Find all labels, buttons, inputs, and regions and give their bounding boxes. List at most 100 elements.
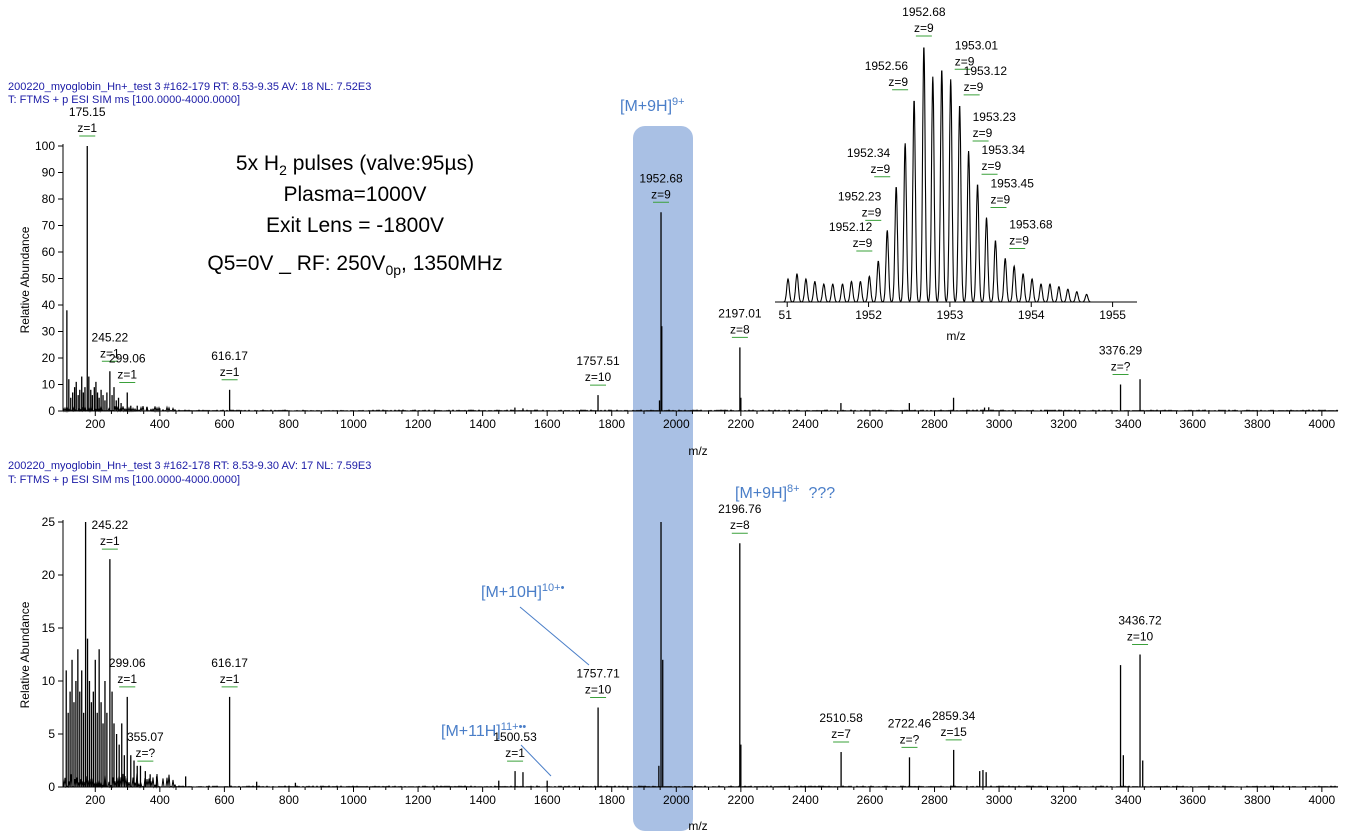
peak-label-z-10: z=10 bbox=[1127, 630, 1154, 644]
conditions-line4: Q5=0V _ RF: 250V0p, 1350MHz bbox=[207, 252, 502, 278]
y-tick-label-2: 20 bbox=[42, 351, 56, 365]
peak-label-mz-2: 355.07 bbox=[127, 730, 164, 744]
peak-label-z-4: z=10 bbox=[585, 370, 612, 384]
annotation-m11h: [M+11H]11+•• bbox=[441, 721, 526, 740]
x-tick-label-3: 800 bbox=[279, 793, 299, 807]
peak-label-z-2: z=1 bbox=[117, 367, 137, 381]
peak-label-mz-6: 1953.34 bbox=[982, 143, 1026, 157]
x-tick-label-18: 3800 bbox=[1244, 793, 1271, 807]
x-tick-label-0: 200 bbox=[85, 417, 105, 431]
peak-label-mz-2: 1953.01 bbox=[955, 38, 999, 52]
peak-label-mz-8: 1953.45 bbox=[991, 177, 1035, 191]
x-tick-label-1: 400 bbox=[150, 417, 170, 431]
y-tick-label-5: 25 bbox=[42, 515, 56, 529]
peak-label-z-4: z=1 bbox=[505, 746, 525, 760]
top-header-line1: 200220_myoglobin_Hn+_test 3 #162-179 RT:… bbox=[8, 81, 371, 93]
y-tick-label-2: 10 bbox=[42, 674, 56, 688]
baseline-noise bbox=[62, 773, 1339, 789]
peak-label-mz-6: 2197.01 bbox=[718, 306, 762, 320]
x-tick-label-12: 2600 bbox=[857, 793, 884, 807]
y-tick-label-4: 20 bbox=[42, 568, 56, 582]
top-xlabel: m/z bbox=[688, 444, 707, 458]
x-tick-label-14: 3000 bbox=[986, 793, 1013, 807]
peak-label-mz-9: 2859.34 bbox=[932, 709, 976, 723]
peak-label-mz-10: 1953.68 bbox=[1009, 217, 1053, 231]
bottom-xlabel: m/z bbox=[688, 819, 707, 833]
x-tick-label-9: 2000 bbox=[663, 793, 690, 807]
peak-label-mz-9: 1952.12 bbox=[829, 220, 873, 234]
annotation-m9h-8plus: [M+9H]8+ ??? bbox=[735, 483, 835, 502]
x-tick-label-16: 3400 bbox=[1115, 793, 1142, 807]
x-tick-label-17: 3600 bbox=[1179, 417, 1206, 431]
conditions-line1: 5x H2 pulses (valve:95µs) bbox=[236, 152, 474, 178]
inset-xlabel: m/z bbox=[946, 329, 965, 343]
peak-label-z-6: z=8 bbox=[730, 322, 750, 336]
bottom-header-line2: T: FTMS + p ESI SIM ms [100.0000-4000.00… bbox=[8, 474, 240, 486]
peak-label-mz-8: 2722.46 bbox=[888, 716, 932, 730]
peak-label-z-5: z=9 bbox=[651, 187, 671, 201]
peak-label-z-6: z=8 bbox=[730, 518, 750, 532]
peak-label-mz-5: 1757.71 bbox=[576, 667, 620, 681]
peak-label-mz-0: 245.22 bbox=[92, 518, 129, 532]
y-tick-label-10: 100 bbox=[35, 139, 55, 153]
y-tick-label-5: 50 bbox=[42, 272, 56, 286]
peak-label-mz-6: 2196.76 bbox=[718, 502, 762, 516]
y-tick-label-0: 0 bbox=[48, 404, 55, 418]
peak-label-mz-3: 1953.12 bbox=[964, 64, 1008, 78]
x-tick-label-8: 1800 bbox=[598, 793, 625, 807]
x-tick-label-2: 600 bbox=[214, 793, 234, 807]
annotation-m11h-pointer bbox=[520, 744, 552, 777]
y-tick-label-1: 10 bbox=[42, 378, 56, 392]
peak-label-z-2: z=9 bbox=[955, 54, 975, 68]
peak-label-z-5: z=10 bbox=[585, 683, 612, 697]
peak-label-z-7: z=7 bbox=[831, 727, 851, 741]
peak-label-mz-3: 616.17 bbox=[211, 656, 248, 670]
highlight-band bbox=[633, 126, 693, 831]
peak-label-z-9: z=15 bbox=[940, 725, 967, 739]
x-tick-label-13: 2800 bbox=[921, 793, 948, 807]
y-tick-label-7: 70 bbox=[42, 219, 56, 233]
peak-label-mz-2: 299.06 bbox=[109, 351, 146, 365]
peak-label-z-1: z=9 bbox=[888, 75, 908, 89]
peak-label-z-9: z=9 bbox=[853, 236, 873, 250]
x-tick-label-10: 2200 bbox=[727, 793, 754, 807]
x-tick-label-4: 1000 bbox=[340, 417, 367, 431]
peak-label-z-3: z=1 bbox=[220, 365, 240, 379]
x-tick-label-3: 800 bbox=[279, 417, 299, 431]
x-tick-label-11: 2400 bbox=[792, 417, 819, 431]
peak-label-z-3: z=9 bbox=[964, 80, 984, 94]
peak-label-mz-7: 2510.58 bbox=[819, 711, 863, 725]
x-tick-label-1: 400 bbox=[150, 793, 170, 807]
conditions-line3: Exit Lens = -1800V bbox=[266, 214, 444, 237]
x-tick-label-10: 2200 bbox=[727, 417, 754, 431]
peak-label-mz-10: 3436.72 bbox=[1118, 614, 1162, 628]
top-ylabel: Relative Abundance bbox=[18, 226, 32, 333]
peak-label-mz-5: 1952.68 bbox=[639, 171, 683, 185]
top-spectrum-plot: 200 400 600 800 1000 1200 1400 1600 1800 2000 2200… bbox=[35, 105, 1339, 431]
x-tick-label-15: 3200 bbox=[1050, 793, 1077, 807]
x-tick-label-11: 2400 bbox=[792, 793, 819, 807]
y-tick-label-0: 0 bbox=[48, 780, 55, 794]
peak-label-mz-0: 1952.68 bbox=[902, 5, 946, 19]
y-tick-label-9: 90 bbox=[42, 166, 56, 180]
peak-label-z-1: z=1 bbox=[100, 346, 120, 360]
x-tick-label-17: 3600 bbox=[1179, 793, 1206, 807]
annotation-m10h-pointer bbox=[519, 606, 590, 666]
peak-label-z-0: z=9 bbox=[914, 21, 934, 35]
x-tick-label-4: 1955 bbox=[1099, 308, 1126, 322]
x-tick-label-1: 1952 bbox=[855, 308, 882, 322]
y-tick-label-4: 40 bbox=[42, 298, 56, 312]
conditions-line2: Plasma=1000V bbox=[283, 183, 426, 206]
peak-label-z-1: z=1 bbox=[117, 672, 137, 686]
isotope-envelope bbox=[775, 47, 1125, 303]
peak-label-mz-4: 1952.34 bbox=[847, 146, 891, 160]
peak-label-z-0: z=1 bbox=[100, 534, 120, 548]
x-tick-label-4: 1000 bbox=[340, 793, 367, 807]
x-tick-label-5: 1200 bbox=[405, 417, 432, 431]
annotation-m9h-9plus: [M+9H]9+ bbox=[620, 96, 685, 115]
peak-label-mz-7: 3376.29 bbox=[1099, 344, 1143, 358]
x-tick-label-6: 1400 bbox=[469, 793, 496, 807]
peak-label-mz-1: 245.22 bbox=[92, 330, 129, 344]
